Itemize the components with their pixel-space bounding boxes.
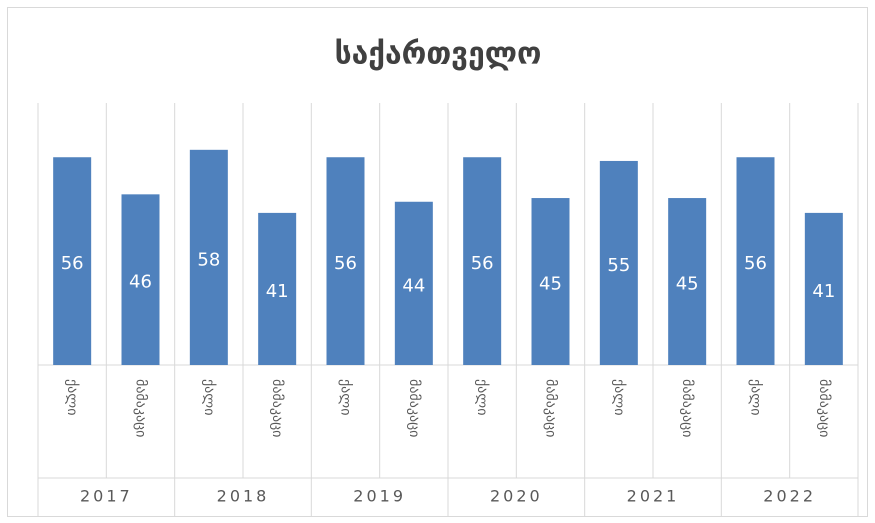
bar — [736, 157, 775, 365]
bar — [804, 212, 843, 365]
group-label: 2019 — [353, 487, 406, 506]
group-label: 2021 — [627, 487, 680, 506]
value-label: 56 — [334, 253, 357, 274]
value-label: 45 — [539, 274, 562, 295]
bar — [53, 157, 92, 365]
value-label: 41 — [812, 281, 835, 302]
value-label: 44 — [402, 275, 425, 296]
group-label: 2018 — [217, 487, 270, 506]
bar — [668, 198, 707, 365]
x-tick-label: ქალი — [611, 379, 627, 415]
value-label: 56 — [744, 253, 767, 274]
x-tick-label: მამაკაცი — [679, 379, 695, 437]
value-label: 58 — [197, 249, 220, 270]
group-label: 2022 — [763, 487, 816, 506]
bar — [258, 212, 297, 365]
value-label: 45 — [676, 274, 699, 295]
bar — [189, 149, 228, 365]
group-label: 2020 — [490, 487, 543, 506]
x-tick-label: მამაკაცი — [406, 379, 422, 437]
x-tick-label: ქალი — [748, 379, 764, 415]
bar — [531, 198, 570, 365]
bar — [599, 160, 638, 365]
group-label: 2017 — [80, 487, 133, 506]
x-tick-label: ქალი — [474, 379, 490, 415]
x-tick-label: ქალი — [338, 379, 354, 415]
chart-title: საქართველო — [335, 37, 542, 72]
value-label: 46 — [129, 272, 152, 293]
value-label: 56 — [471, 253, 494, 274]
x-tick-label: ქალი — [201, 379, 217, 415]
x-tick-label: მამაკაცი — [133, 379, 149, 437]
bar — [326, 157, 365, 365]
value-label: 56 — [61, 253, 84, 274]
x-tick-label: მამაკაცი — [816, 379, 832, 437]
bar — [463, 157, 502, 365]
value-label: 41 — [266, 281, 289, 302]
x-tick-label: მამაკაცი — [269, 379, 285, 437]
bar — [394, 201, 433, 365]
x-tick-label: ქალი — [64, 379, 80, 415]
x-tick-label: მამაკაცი — [543, 379, 559, 437]
value-label: 55 — [607, 255, 630, 276]
bar — [121, 194, 160, 365]
